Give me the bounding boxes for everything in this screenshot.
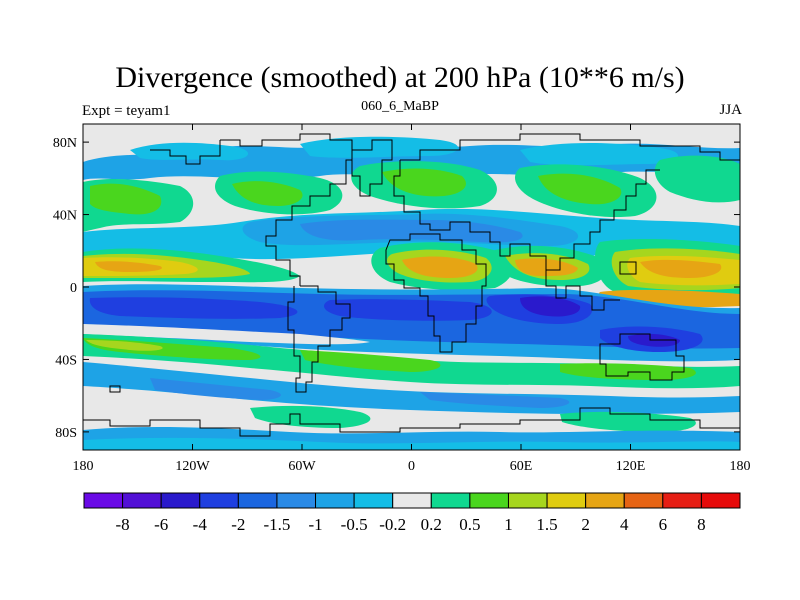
coastline: [400, 133, 740, 161]
colorbar-label: 6: [659, 515, 668, 534]
experiment-label: Expt = teyam1: [82, 103, 171, 119]
x-tick-label: 180: [73, 459, 94, 474]
colorbar-label: -4: [193, 515, 208, 534]
x-tick-label: 120W: [175, 459, 210, 474]
divergence-field: [83, 136, 740, 450]
field-contour: [538, 173, 622, 205]
field-contour: [250, 405, 371, 428]
field-contour: [402, 256, 478, 278]
colorbar-label: 1.5: [536, 515, 557, 534]
coastline: [619, 261, 637, 275]
field-contour: [86, 340, 163, 351]
x-axis: 180 120W 60W 0 60E 120E 180: [73, 124, 751, 474]
field-contour: [560, 411, 696, 432]
field-contour: [654, 155, 740, 203]
coastline: [83, 407, 740, 437]
colorbar-swatch: [83, 492, 124, 509]
colorbar-label: 8: [697, 515, 706, 534]
colorbar-label: -8: [116, 515, 130, 534]
field-contour: [83, 324, 370, 345]
colorbar-swatch: [237, 492, 278, 509]
field-contour: [300, 219, 523, 243]
colorbar-swatch: [623, 492, 664, 509]
coastline: [109, 385, 121, 393]
x-tick-label: 120E: [616, 459, 646, 474]
colorbar-swatch: [122, 492, 162, 509]
field-contour: [90, 183, 162, 215]
colorbar-swatch: [700, 492, 741, 509]
colorbar-swatch: [585, 492, 625, 509]
colorbar-swatch: [276, 492, 317, 509]
season-label: JJA: [719, 102, 742, 118]
colorbar-label: -0.5: [341, 515, 368, 534]
y-tick-label: 40N: [53, 209, 77, 224]
field-contour: [95, 261, 162, 272]
colorbar-swatch: [353, 492, 394, 509]
field-contour: [89, 297, 298, 319]
y-tick-label: 80S: [55, 426, 77, 441]
x-tick-label: 60E: [510, 459, 533, 474]
colorbar-label: 0.5: [459, 515, 480, 534]
colorbar-swatch: [546, 492, 587, 509]
coastline: [287, 285, 351, 393]
field-contour: [640, 259, 722, 278]
chart-title: Divergence (smoothed) at 200 hPa (10**6 …: [115, 61, 685, 94]
colorbar-label: -1.5: [263, 515, 290, 534]
colorbar: -8 -6 -4 -2 -1.5 -1 -0.5 -0.2 0.2 0.5 1 1.5 2 4 6 8: [83, 492, 741, 534]
field-contour: [300, 350, 441, 372]
colorbar-label: -0.2: [379, 515, 406, 534]
coastline: [393, 160, 660, 271]
run-label: 060_6_MaBP: [361, 99, 439, 114]
coastline: [385, 233, 487, 353]
coastline: [545, 270, 620, 311]
coastline: [351, 139, 393, 197]
field-contour: [520, 296, 581, 317]
field-contour: [300, 136, 459, 158]
coastline: [599, 333, 685, 381]
field-contour: [324, 299, 492, 321]
colorbar-label: -2: [231, 515, 245, 534]
field-contour: [150, 378, 281, 400]
y-axis: 80N 40N 0 40S 80S: [53, 136, 740, 441]
field-contour: [232, 181, 303, 206]
colorbar-swatch: [662, 492, 702, 509]
colorbar-swatch: [430, 492, 471, 509]
y-tick-label: 0: [70, 281, 77, 296]
coastline: [150, 140, 221, 165]
colorbar-swatch: [199, 492, 239, 509]
y-tick-label: 40S: [55, 353, 77, 368]
map-plot: [83, 124, 740, 450]
y-tick-label: 80N: [53, 136, 77, 151]
colorbar-label: -6: [154, 515, 168, 534]
continent-outlines: [83, 133, 740, 437]
colorbar-swatch: [392, 492, 432, 509]
field-contour: [420, 392, 570, 408]
field-contour: [520, 143, 679, 166]
colorbar-swatch: [160, 492, 201, 509]
colorbar-swatch: [507, 492, 548, 509]
x-tick-label: 180: [730, 459, 751, 474]
colorbar-label: 1: [504, 515, 513, 534]
colorbar-label: -1: [308, 515, 322, 534]
field-contour: [83, 437, 740, 450]
colorbar-swatch: [315, 492, 355, 509]
colorbar-label: 4: [620, 515, 629, 534]
field-contour: [83, 362, 740, 414]
colorbar-label: 0.2: [421, 515, 442, 534]
x-tick-label: 0: [408, 459, 415, 474]
coastline: [220, 133, 353, 286]
colorbar-label: 2: [581, 515, 590, 534]
field-contour: [382, 168, 466, 197]
colorbar-swatch: [469, 492, 509, 509]
x-tick-label: 60W: [288, 459, 316, 474]
